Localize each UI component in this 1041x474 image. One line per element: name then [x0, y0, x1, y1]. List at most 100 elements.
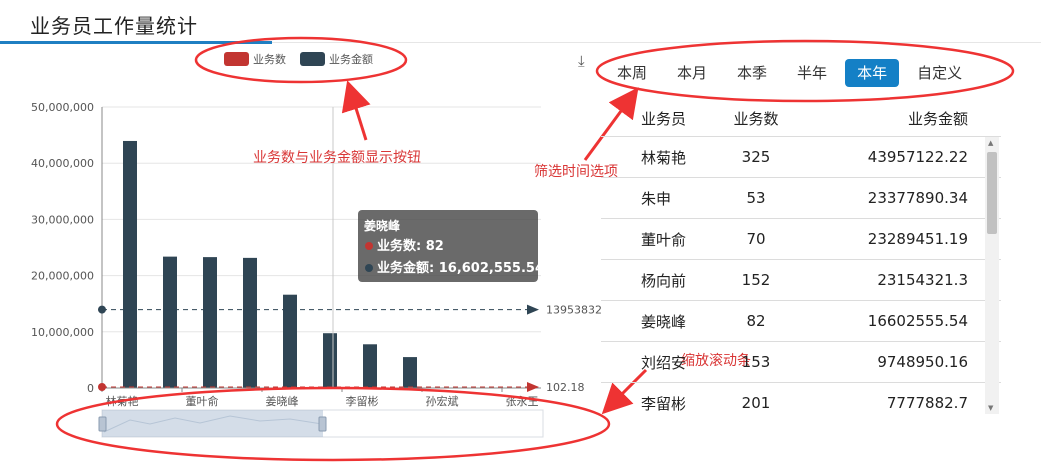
bar-amount[interactable] — [403, 357, 417, 388]
y-tick-label: 40,000,000 — [31, 157, 94, 170]
tooltip-line-count: 业务数: 82 — [377, 238, 444, 254]
x-tick-label: 李留彬 — [346, 394, 379, 408]
filter-button[interactable]: 本年 — [845, 59, 900, 87]
bar-series-amount — [123, 140, 417, 388]
y-axis: 0 10,000,000 20,000,000 30,000,000 40,000,00… — [31, 101, 103, 395]
cell-salesperson: 杨向前 — [641, 271, 687, 290]
header-count: 业务数 — [733, 109, 779, 128]
y-tick-label: 0 — [87, 382, 94, 395]
tooltip-title: 姜晓峰 — [364, 218, 401, 233]
filter-button[interactable]: 自定义 — [917, 64, 963, 82]
table-row[interactable]: 刘绍安 153 9748950.16 — [601, 342, 1001, 383]
cell-count: 201 — [741, 394, 771, 412]
header-amount: 业务金额 — [907, 109, 968, 128]
download-icon[interactable]: ⤓ — [578, 52, 585, 70]
mark-lines: 13953832 102.18 — [98, 304, 602, 394]
page-title: 业务员工作量统计 — [30, 14, 198, 38]
bar-amount[interactable] — [123, 140, 137, 388]
x-tick-label: 姜晓峰 — [266, 394, 299, 408]
title-accent-bar — [0, 41, 272, 44]
filter-button[interactable]: 本周 — [617, 64, 648, 82]
cell-salesperson: 刘绍安 — [641, 353, 687, 372]
cell-amount: 7777882.7 — [886, 394, 968, 412]
bar-amount[interactable] — [243, 257, 257, 388]
cell-amount: 9748950.16 — [877, 353, 968, 371]
table-row[interactable]: 姜晓峰 82 16602555.54 — [601, 301, 1001, 342]
y-tick-label: 20,000,000 — [31, 270, 94, 283]
y-tick-label: 30,000,000 — [31, 213, 94, 226]
cell-amount: 16602555.54 — [867, 312, 968, 330]
title-divider — [0, 42, 1041, 43]
table-body: 林菊艳 325 43957122.22 朱申 53 23377890.34 董叶俞 70 232… — [601, 137, 1001, 414]
zoom-handle-right[interactable] — [318, 416, 327, 432]
x-tick-label: 董叶俞 — [186, 394, 219, 408]
table-row[interactable]: 朱申 53 23377890.34 — [601, 178, 1001, 219]
workload-table: 业务员 业务数 业务金额 林菊艳 325 43957122.22 朱申 53 233778… — [601, 100, 1001, 414]
cell-count: 152 — [741, 271, 771, 289]
table-row[interactable]: 林菊艳 325 43957122.22 — [601, 137, 1001, 178]
legend-item-amount[interactable]: 业务金额 — [300, 52, 373, 66]
scrollbar-thumb[interactable] — [987, 152, 997, 234]
table-header: 业务员 业务数 业务金额 — [601, 100, 1001, 137]
cell-salesperson: 李留彬 — [641, 394, 687, 413]
cell-salesperson: 林菊艳 — [641, 148, 687, 167]
legend-item-count[interactable]: 业务数 — [224, 52, 286, 66]
legend-label-count: 业务数 — [253, 53, 286, 66]
scroll-up-icon[interactable]: ▲ — [988, 139, 994, 147]
annotation-ellipse-filter — [595, 39, 1015, 103]
annotation-zoom-note: 缩放滚动条 — [681, 352, 751, 369]
table-scrollbar[interactable]: ▲ ▼ — [985, 137, 999, 414]
annotation-arrow-filter — [583, 87, 639, 161]
markline-amount-label: 13953832 — [546, 304, 602, 317]
cell-count: 325 — [741, 148, 771, 166]
markline-count-arrow — [527, 382, 539, 392]
time-filter-group: 本周 本月 本季 半年 本年 自定义 — [605, 59, 980, 87]
cell-amount: 43957122.22 — [867, 148, 968, 166]
x-tick-label: 孙宏斌 — [426, 394, 459, 408]
cell-salesperson: 董叶俞 — [641, 230, 687, 249]
markline-amount-start — [98, 305, 106, 314]
zoom-handle-left[interactable] — [98, 416, 107, 432]
legend-label-amount: 业务金额 — [329, 52, 373, 66]
annotation-ellipse-legend — [194, 36, 408, 84]
markline-count-start — [98, 383, 106, 391]
annotation-arrow-zoom — [601, 368, 648, 415]
bar-amount[interactable] — [283, 294, 297, 388]
y-tick-label: 50,000,000 — [31, 101, 94, 114]
tooltip-line-amount: 业务金额: 16,602,555.54 — [377, 260, 544, 276]
cell-count: 70 — [746, 230, 766, 248]
cell-amount: 23154321.3 — [877, 271, 968, 289]
annotation-filter-note: 筛选时间选项 — [534, 164, 618, 180]
header-salesperson: 业务员 — [641, 109, 687, 128]
cell-salesperson: 朱申 — [641, 189, 672, 208]
x-axis: 林菊艳 董叶俞 姜晓峰 李留彬 孙宏斌 张永王 — [101, 387, 541, 408]
markline-amount-arrow — [527, 304, 539, 315]
cell-amount: 23289451.19 — [867, 230, 968, 248]
filter-button[interactable]: 本季 — [737, 64, 768, 82]
cell-count: 153 — [741, 353, 771, 371]
legend[interactable]: 业务数 业务金额 — [224, 52, 373, 66]
annotation-ellipse-zoom — [55, 386, 611, 462]
cell-amount: 23377890.34 — [867, 189, 968, 207]
bar-amount[interactable] — [203, 257, 217, 388]
zoom-window[interactable] — [102, 410, 323, 437]
tooltip: 姜晓峰 业务数: 82 业务金额: 16,602,555.54 — [358, 210, 544, 282]
cell-count: 53 — [746, 189, 766, 207]
bar-amount[interactable] — [363, 344, 377, 388]
markline-count-label: 102.18 — [546, 381, 585, 394]
table-row[interactable]: 李留彬 201 7777882.7 — [601, 383, 1001, 414]
filter-button[interactable]: 本月 — [677, 64, 708, 82]
cell-count: 82 — [746, 312, 766, 330]
bar-amount[interactable] — [323, 333, 337, 388]
bar-amount[interactable] — [163, 256, 177, 388]
scroll-down-icon[interactable]: ▼ — [988, 404, 994, 412]
data-zoom-slider[interactable] — [98, 409, 544, 438]
y-tick-label: 10,000,000 — [31, 326, 94, 339]
filter-button[interactable]: 半年 — [797, 64, 828, 82]
table-row[interactable]: 杨向前 152 23154321.3 — [601, 260, 1001, 301]
annotation-legend-note: 业务数与业务金额显示按钮 — [253, 150, 421, 166]
annotation-arrow-legend — [341, 80, 371, 141]
cell-salesperson: 姜晓峰 — [641, 312, 687, 331]
table-row[interactable]: 董叶俞 70 23289451.19 — [601, 219, 1001, 260]
